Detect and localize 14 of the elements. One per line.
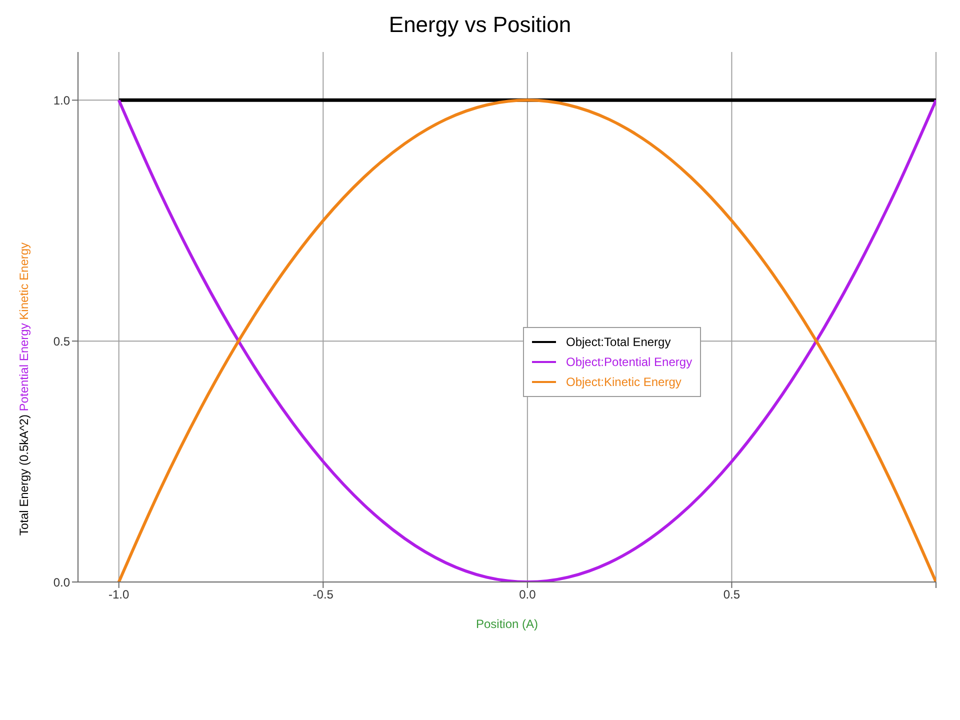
- y-tick-label: 0.5: [53, 334, 70, 348]
- x-tick-label: 0.5: [723, 588, 740, 602]
- x-tick-label: -1.0: [108, 588, 130, 602]
- y-axis-title: Total Energy (0.5kA^2) Potential Energy Kinetic Energy: [17, 242, 31, 536]
- legend-label: Object:Kinetic Energy: [566, 374, 682, 391]
- legend-label: Object:Total Energy: [566, 334, 671, 351]
- legend-label: Object:Potential Energy: [566, 354, 692, 371]
- chart-title: Energy vs Position: [388, 11, 572, 39]
- x-axis-title: Position (A): [476, 617, 538, 631]
- x-tick-label: -0.5: [312, 588, 334, 602]
- x-tick-label: 0.0: [519, 588, 536, 602]
- y-tick-label: 1.0: [53, 93, 70, 108]
- line-series: [117, 98, 936, 582]
- y-tick-label: 0.0: [53, 575, 70, 590]
